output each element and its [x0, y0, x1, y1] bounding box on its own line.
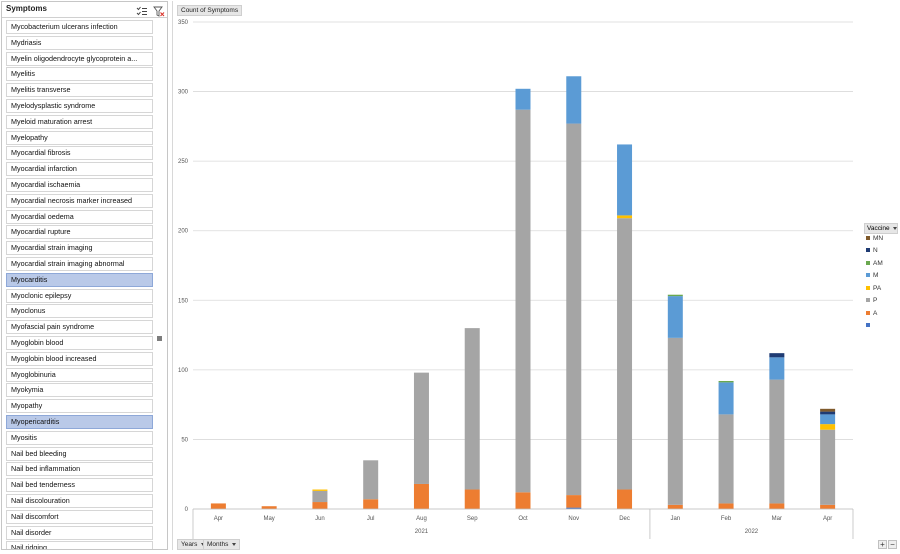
slicer-item[interactable]: Nail ridging — [6, 541, 153, 549]
legend-swatch — [866, 323, 870, 328]
slicer-title: Symptoms — [6, 4, 47, 13]
legend-label: M — [873, 272, 879, 279]
zoom-controls: + − — [877, 540, 897, 549]
slicer-item-list: Mycobacterium ulcerans infection Mydriasi… — [6, 20, 153, 549]
slicer-scrollbar[interactable] — [157, 336, 162, 341]
months-field-button[interactable]: Months — [203, 539, 241, 550]
collapse-field-button[interactable]: − — [888, 540, 897, 549]
slicer-item[interactable]: Nail disorder — [6, 525, 153, 540]
slicer-header: Symptoms — [2, 2, 167, 18]
slicer-item[interactable]: Myoglobinuria — [6, 367, 153, 382]
value-field-label: Count of Symptoms — [181, 7, 239, 14]
years-field-label: Years — [181, 541, 198, 548]
slicer-item[interactable]: Myoglobin blood — [6, 335, 153, 350]
slicer-item[interactable]: Myeloid maturation arrest — [6, 114, 153, 129]
dropdown-arrow-icon — [232, 542, 237, 546]
legend-swatch — [866, 236, 870, 241]
slicer-item[interactable]: Myoglobin blood increased — [6, 351, 153, 366]
months-field-label: Months — [207, 541, 229, 548]
slicer-item[interactable]: Myelin oligodendrocyte glycoprotein a... — [6, 51, 153, 66]
legend-swatch — [866, 298, 870, 303]
slicer-item[interactable]: Myelopathy — [6, 130, 153, 145]
legend-item: M — [866, 272, 878, 279]
value-field-button[interactable]: Count of Symptoms — [177, 5, 243, 16]
slicer-item[interactable]: Myofascial pain syndrome — [6, 320, 153, 335]
legend-item: P — [866, 297, 877, 304]
slicer-item[interactable]: Mycobacterium ulcerans infection — [6, 20, 153, 34]
legend-label: P — [873, 297, 878, 304]
slicer-item[interactable]: Myoclonic epilepsy — [6, 288, 153, 303]
slicer-item[interactable]: Myelitis transverse — [6, 83, 153, 98]
legend-label: PA — [873, 285, 882, 292]
slicer-item[interactable]: Myocardial necrosis marker increased — [6, 193, 153, 208]
slicer-item[interactable]: Nail bed tenderness — [6, 478, 153, 493]
slicer-item[interactable]: Myocarditis — [6, 272, 153, 287]
slicer-item[interactable]: Myositis — [6, 430, 153, 445]
slicer-item[interactable]: Myocardial infarction — [6, 162, 153, 177]
multi-select-icon[interactable] — [136, 4, 148, 16]
slicer-item[interactable]: Mydriasis — [6, 35, 153, 50]
legend-title: Vaccine — [867, 225, 890, 232]
slicer-item[interactable]: Myelitis — [6, 67, 153, 82]
legend-label: AM — [873, 260, 883, 267]
legend-label: MN — [873, 235, 884, 242]
pivot-chart — [172, 1, 899, 550]
legend-item: MN — [866, 235, 883, 242]
legend-label: A — [873, 310, 878, 317]
slicer-item[interactable]: Nail bed inflammation — [6, 462, 153, 477]
legend-item: N — [866, 247, 878, 254]
slicer-item[interactable]: Myopericarditis — [6, 414, 153, 429]
dropdown-arrow-icon — [892, 226, 897, 230]
slicer-item[interactable]: Nail bed bleeding — [6, 446, 153, 461]
legend-field-button[interactable]: Vaccine — [864, 223, 898, 234]
slicer-item[interactable]: Myopathy — [6, 399, 153, 414]
chart-legend: Vaccine — [864, 223, 898, 234]
legend-swatch — [866, 248, 870, 253]
legend-swatch — [866, 286, 870, 291]
symptoms-slicer: Symptoms Mycobacterium ulcerans infecti — [1, 1, 168, 550]
legend-item: AM — [866, 260, 883, 267]
slicer-item[interactable]: Myokymia — [6, 383, 153, 398]
slicer-item[interactable]: Nail discomfort — [6, 509, 153, 524]
legend-swatch — [866, 261, 870, 266]
clear-filter-icon[interactable] — [153, 4, 165, 17]
slicer-item[interactable]: Myocardial rupture — [6, 225, 153, 240]
legend-item: PA — [866, 285, 881, 292]
legend-label: N — [873, 247, 878, 254]
expand-field-button[interactable]: + — [878, 540, 887, 549]
slicer-item[interactable]: Myocardial strain imaging abnormal — [6, 256, 153, 271]
slicer-item[interactable]: Myocardial strain imaging — [6, 241, 153, 256]
slicer-item[interactable]: Myelodysplastic syndrome — [6, 98, 153, 113]
legend-item — [866, 322, 873, 329]
legend-item: A — [866, 310, 877, 317]
legend-swatch — [866, 311, 870, 316]
slicer-item[interactable]: Myoclonus — [6, 304, 153, 319]
slicer-item[interactable]: Nail discolouration — [6, 493, 153, 508]
slicer-item[interactable]: Myocardial oedema — [6, 209, 153, 224]
legend-swatch — [866, 273, 870, 278]
slicer-item[interactable]: Myocardial fibrosis — [6, 146, 153, 161]
slicer-item[interactable]: Myocardial ischaemia — [6, 177, 153, 192]
